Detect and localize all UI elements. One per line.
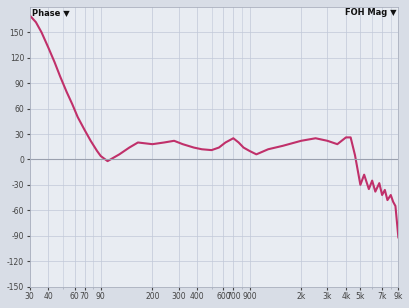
Text: FOH Mag ▼: FOH Mag ▼ (344, 8, 396, 17)
Text: Phase ▼: Phase ▼ (31, 8, 69, 17)
